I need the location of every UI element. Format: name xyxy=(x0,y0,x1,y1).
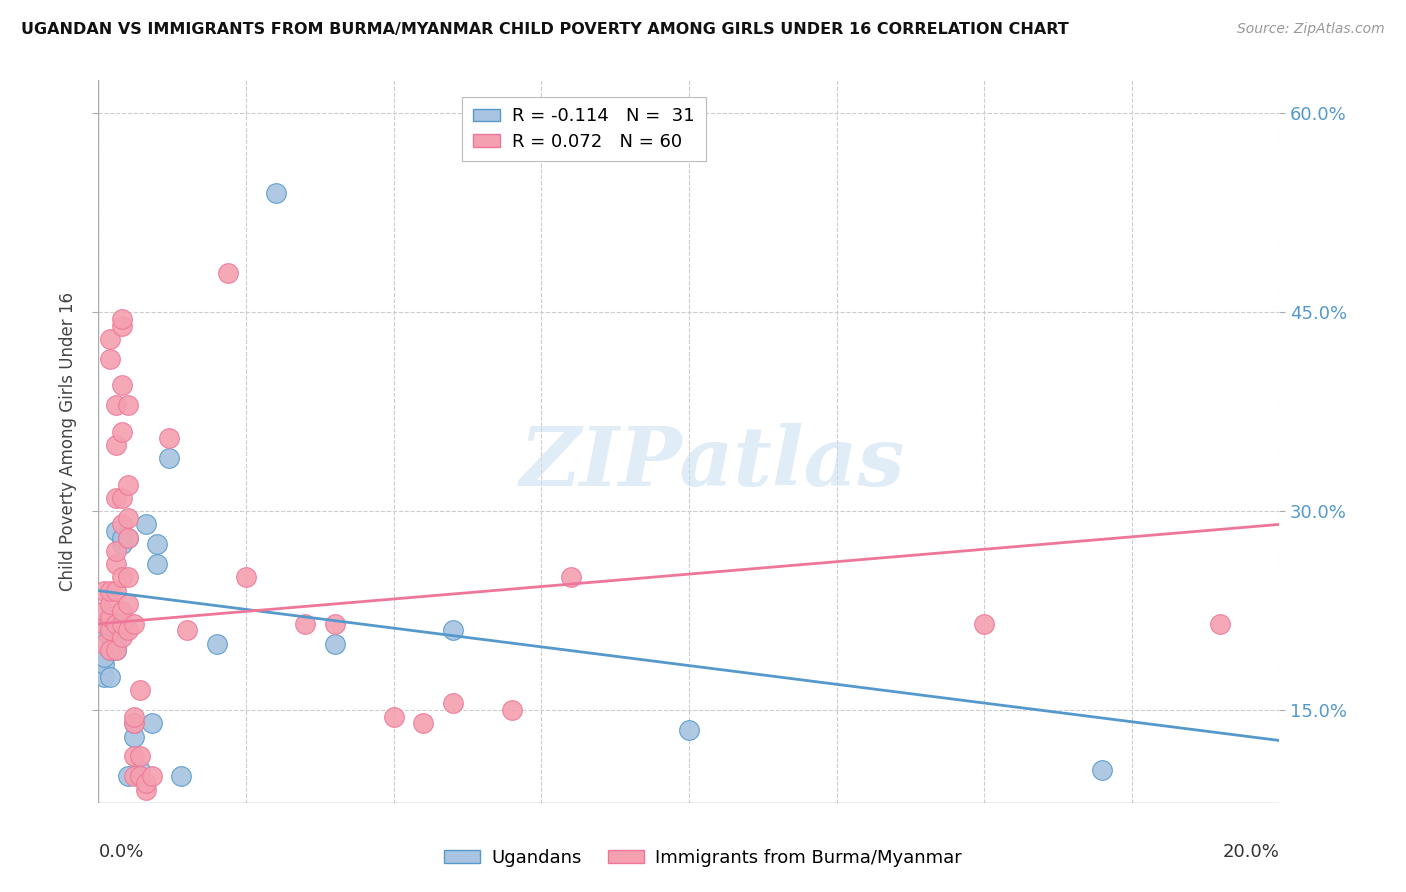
Point xyxy=(135,517,157,532)
Point xyxy=(105,637,128,651)
Point xyxy=(117,769,139,783)
Point xyxy=(98,670,121,684)
Point xyxy=(264,186,287,200)
Point xyxy=(111,425,134,439)
Point xyxy=(146,537,169,551)
Point xyxy=(412,716,434,731)
Point xyxy=(105,583,128,598)
Point xyxy=(93,670,115,684)
Point xyxy=(111,630,134,644)
Point xyxy=(117,531,139,545)
Point xyxy=(105,616,128,631)
Y-axis label: Child Poverty Among Girls Under 16: Child Poverty Among Girls Under 16 xyxy=(59,292,77,591)
Point xyxy=(128,769,150,783)
Point xyxy=(98,351,121,366)
Point xyxy=(98,583,121,598)
Point xyxy=(128,683,150,698)
Point xyxy=(105,557,128,571)
Point xyxy=(93,603,115,617)
Point xyxy=(678,723,700,737)
Point xyxy=(323,616,346,631)
Point xyxy=(98,616,121,631)
Point xyxy=(122,769,145,783)
Point xyxy=(128,769,150,783)
Point xyxy=(1091,763,1114,777)
Point xyxy=(105,524,128,538)
Point xyxy=(117,531,139,545)
Point xyxy=(217,266,239,280)
Point xyxy=(98,643,121,657)
Point xyxy=(122,616,145,631)
Point xyxy=(205,637,228,651)
Point xyxy=(98,643,121,657)
Point xyxy=(122,716,145,731)
Point xyxy=(135,782,157,797)
Legend: Ugandans, Immigrants from Burma/Myanmar: Ugandans, Immigrants from Burma/Myanmar xyxy=(437,842,969,874)
Point xyxy=(93,657,115,671)
Point xyxy=(111,517,134,532)
Point xyxy=(111,378,134,392)
Point xyxy=(157,451,180,466)
Point xyxy=(111,312,134,326)
Point xyxy=(323,637,346,651)
Point xyxy=(93,583,115,598)
Point xyxy=(93,624,115,638)
Point xyxy=(105,438,128,452)
Point xyxy=(111,531,134,545)
Legend: R = -0.114   N =  31, R = 0.072   N = 60: R = -0.114 N = 31, R = 0.072 N = 60 xyxy=(461,96,706,161)
Point xyxy=(93,637,115,651)
Point xyxy=(122,749,145,764)
Point xyxy=(973,616,995,631)
Point xyxy=(141,769,163,783)
Point xyxy=(117,597,139,611)
Point xyxy=(111,318,134,333)
Point xyxy=(157,431,180,445)
Point xyxy=(98,610,121,624)
Point xyxy=(117,477,139,491)
Point xyxy=(294,616,316,631)
Point xyxy=(382,709,405,723)
Text: UGANDAN VS IMMIGRANTS FROM BURMA/MYANMAR CHILD POVERTY AMONG GIRLS UNDER 16 CORR: UGANDAN VS IMMIGRANTS FROM BURMA/MYANMAR… xyxy=(21,22,1069,37)
Point xyxy=(105,398,128,412)
Point xyxy=(441,697,464,711)
Point xyxy=(105,491,128,505)
Text: 0.0%: 0.0% xyxy=(98,843,143,861)
Point xyxy=(117,398,139,412)
Point xyxy=(141,716,163,731)
Point xyxy=(560,570,582,584)
Point xyxy=(98,624,121,638)
Point xyxy=(111,537,134,551)
Point xyxy=(122,716,145,731)
Point xyxy=(105,544,128,558)
Point xyxy=(111,570,134,584)
Point xyxy=(128,763,150,777)
Text: ZIPatlas: ZIPatlas xyxy=(520,423,905,503)
Point xyxy=(98,332,121,346)
Point xyxy=(105,643,128,657)
Point xyxy=(1209,616,1232,631)
Point xyxy=(117,624,139,638)
Point xyxy=(170,769,193,783)
Point xyxy=(117,510,139,524)
Point xyxy=(122,709,145,723)
Point xyxy=(93,650,115,665)
Point xyxy=(117,570,139,584)
Point xyxy=(98,597,121,611)
Point xyxy=(105,643,128,657)
Point xyxy=(146,557,169,571)
Text: Source: ZipAtlas.com: Source: ZipAtlas.com xyxy=(1237,22,1385,37)
Point xyxy=(122,730,145,744)
Text: 20.0%: 20.0% xyxy=(1223,843,1279,861)
Point xyxy=(98,630,121,644)
Point xyxy=(135,776,157,790)
Point xyxy=(128,749,150,764)
Point xyxy=(111,616,134,631)
Point xyxy=(235,570,257,584)
Point xyxy=(93,616,115,631)
Point xyxy=(501,703,523,717)
Point xyxy=(176,624,198,638)
Point xyxy=(441,624,464,638)
Point xyxy=(111,603,134,617)
Point xyxy=(111,491,134,505)
